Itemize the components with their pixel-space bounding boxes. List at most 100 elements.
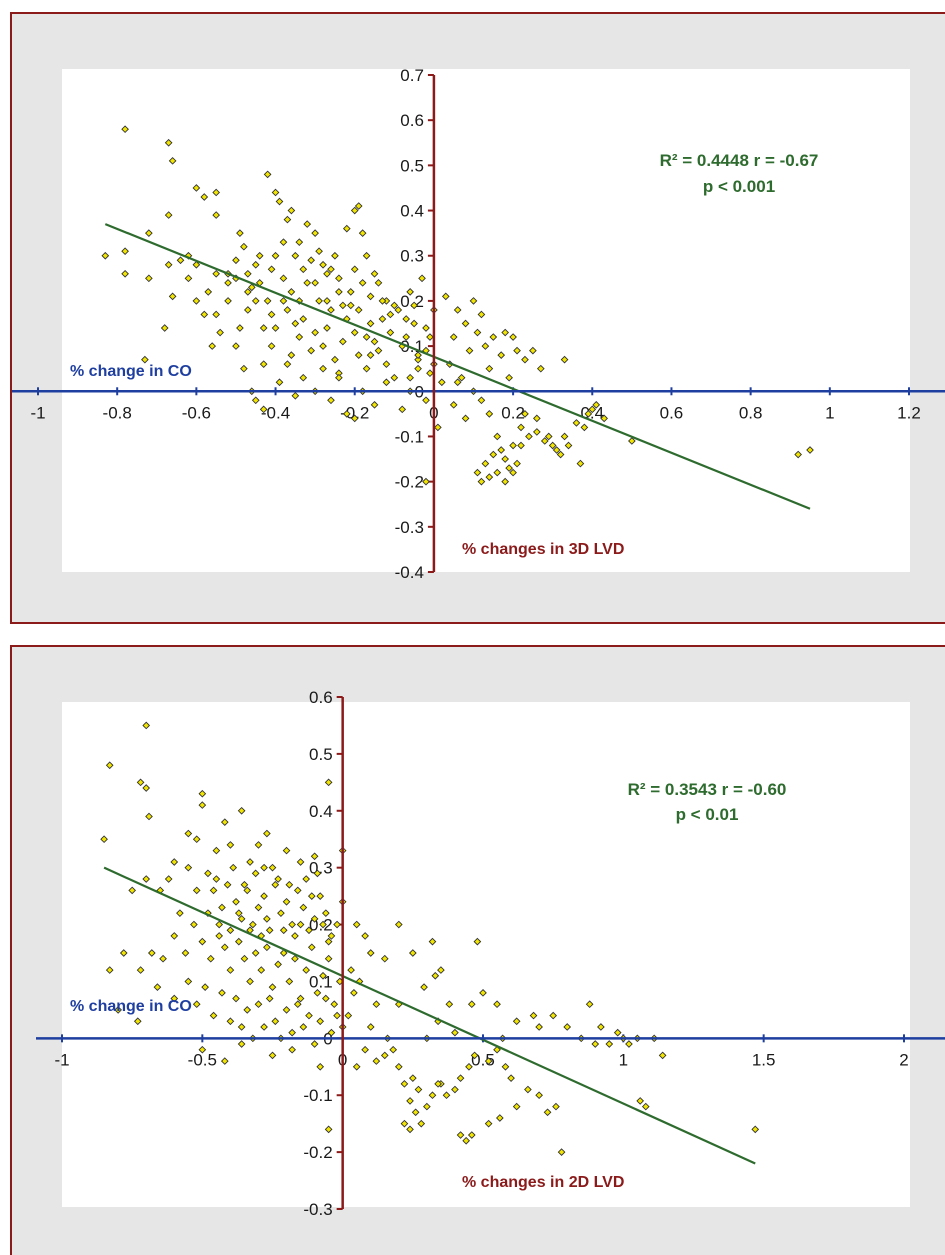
x-tick-label: 1.2: [897, 403, 921, 422]
plot-area: [62, 69, 910, 572]
data-point: [114, 1006, 122, 1014]
y-tick-label: 0.6: [400, 111, 424, 130]
data-point: [209, 886, 218, 895]
data-point: [170, 932, 179, 940]
data-point: [390, 301, 399, 310]
x-tick-label: -0.4: [261, 403, 290, 422]
x-tick-label: 0.2: [501, 403, 525, 422]
regression-stats-line1: R² = 0.4448 r = -0.67: [660, 151, 819, 170]
data-point: [223, 880, 232, 889]
data-point: [382, 360, 391, 369]
data-point: [342, 410, 351, 418]
y-tick-label: 0.6: [309, 688, 333, 707]
data-point: [307, 256, 316, 265]
data-point: [658, 1051, 667, 1060]
x-tick-label: -1: [54, 1050, 69, 1069]
data-point: [168, 157, 177, 165]
data-point: [251, 396, 260, 405]
data-point: [374, 278, 383, 287]
data-point: [263, 915, 271, 923]
data-point: [237, 1023, 246, 1031]
data-point: [350, 328, 359, 337]
data-point: [509, 333, 517, 341]
data-point: [121, 247, 129, 256]
x-axis-title: % change in CO: [70, 998, 192, 1015]
data-point: [473, 328, 482, 337]
data-point: [263, 297, 272, 305]
data-point: [265, 926, 274, 935]
data-point: [414, 355, 422, 364]
data-point: [352, 1062, 361, 1071]
data-point: [198, 801, 207, 809]
data-point: [465, 346, 474, 355]
data-point: [119, 949, 128, 957]
data-point: [220, 818, 229, 826]
data-point: [600, 414, 608, 423]
data-point: [535, 1091, 543, 1100]
data-point: [279, 274, 288, 283]
data-point: [251, 297, 260, 305]
plot-area: [62, 702, 910, 1207]
data-point: [323, 297, 331, 305]
data-point: [613, 1028, 622, 1037]
y-tick-label: -0.3: [303, 1200, 332, 1219]
data-point: [243, 288, 252, 296]
data-point: [259, 405, 268, 414]
chart-panel-3d: -1-0.8-0.6-0.4-0.200.20.40.60.811.2 0.70…: [10, 12, 945, 624]
data-point: [285, 977, 294, 986]
data-point: [307, 892, 316, 900]
data-point: [319, 364, 327, 373]
data-point: [362, 364, 371, 373]
data-point: [557, 1148, 566, 1156]
data-point: [215, 920, 224, 929]
data-point: [406, 1097, 414, 1105]
data-point: [540, 437, 549, 445]
data-point: [591, 1040, 600, 1048]
data-point: [204, 288, 213, 296]
data-point: [505, 464, 513, 472]
data-point: [469, 297, 478, 305]
data-point: [489, 333, 498, 341]
y-tick-label: 0.4: [309, 802, 333, 821]
data-point: [310, 1040, 319, 1048]
data-point: [277, 909, 285, 918]
data-point: [136, 966, 145, 974]
data-point: [324, 778, 333, 787]
trend-line: [103, 866, 756, 1165]
data-point: [296, 858, 305, 866]
data-point: [366, 319, 375, 328]
data-point: [251, 949, 260, 957]
data-point: [481, 459, 490, 468]
data-point: [576, 459, 585, 468]
data-point: [249, 920, 257, 929]
x-tick-label: 1.5: [752, 1050, 776, 1069]
data-point: [263, 943, 271, 952]
data-point: [501, 477, 510, 486]
data-point: [327, 306, 335, 314]
data-point: [496, 1114, 504, 1122]
data-point: [319, 260, 327, 269]
data-point: [339, 337, 347, 346]
data-point: [296, 920, 305, 929]
data-point: [513, 346, 521, 355]
data-point: [434, 423, 442, 432]
data-point: [192, 297, 201, 305]
data-point: [389, 1045, 398, 1054]
data-point: [402, 315, 411, 323]
data-point: [354, 351, 363, 359]
data-point: [288, 1028, 296, 1037]
data-point: [362, 251, 371, 260]
data-point: [192, 1000, 201, 1009]
data-point: [192, 184, 201, 192]
data-point: [275, 378, 284, 387]
data-point: [212, 188, 220, 197]
data-point: [200, 310, 209, 319]
data-point: [216, 328, 224, 337]
data-point: [533, 414, 541, 423]
data-point: [311, 328, 319, 337]
data-point: [467, 1131, 476, 1139]
data-point: [220, 943, 229, 952]
data-point: [243, 886, 252, 895]
data-point: [484, 1057, 493, 1065]
data-point: [192, 260, 201, 269]
